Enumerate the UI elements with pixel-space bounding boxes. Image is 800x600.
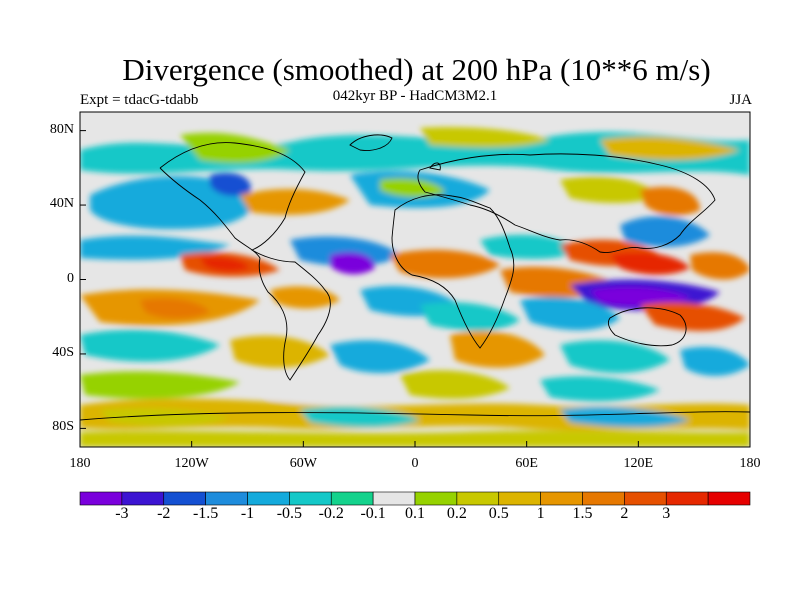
colorbar-label: 2 bbox=[620, 505, 629, 522]
coastlines bbox=[80, 134, 750, 421]
colorbar-swatch bbox=[121, 491, 165, 506]
field-blobs bbox=[80, 127, 750, 447]
lon-label: 60E bbox=[515, 456, 538, 471]
experiment-label: Expt = tdacG-tdabb bbox=[80, 92, 199, 108]
field-layer bbox=[80, 127, 750, 447]
colorbar-swatch bbox=[540, 491, 583, 506]
colorbar-swatch bbox=[414, 491, 458, 506]
colorbar-label: -1 bbox=[240, 505, 255, 522]
colorbar-swatch bbox=[205, 491, 248, 506]
chart-subtitle: 042kyr BP - HadCM3M2.1 bbox=[332, 88, 498, 104]
colorbar-swatch bbox=[498, 491, 541, 506]
lon-label: 120W bbox=[174, 456, 209, 471]
colorbar-label: 0.1 bbox=[405, 505, 425, 522]
colorbar-swatch bbox=[289, 491, 332, 506]
axis-ticks bbox=[79, 130, 751, 447]
colorbar-label: 3 bbox=[662, 505, 671, 522]
lat-label: 80N bbox=[49, 121, 74, 137]
colorbar-label: -0.1 bbox=[360, 505, 386, 522]
lat-label: 80S bbox=[52, 419, 74, 435]
colorbar-label: -1.5 bbox=[192, 505, 219, 522]
lon-label: 180 bbox=[739, 456, 761, 471]
colorbar-swatch bbox=[624, 491, 667, 506]
colorbar-label: -0.5 bbox=[276, 505, 303, 522]
lon-label: 180 bbox=[69, 456, 91, 471]
colorbar-label: 1.5 bbox=[572, 505, 593, 522]
colorbar-label: 1 bbox=[536, 505, 545, 522]
lon-label: 0 bbox=[411, 456, 419, 471]
colorbar-swatch bbox=[665, 491, 709, 506]
colorbar-label: -0.2 bbox=[318, 505, 344, 522]
lon-label: 120E bbox=[623, 456, 654, 471]
colorbar-label: -2 bbox=[157, 505, 171, 522]
colorbar-swatch bbox=[79, 491, 123, 506]
lat-label: 40N bbox=[49, 196, 74, 212]
lat-label: 0 bbox=[67, 270, 74, 286]
colorbar-swatch bbox=[247, 491, 290, 506]
colorbar-swatch bbox=[582, 491, 625, 506]
lon-label: 60W bbox=[289, 456, 317, 471]
colorbar-swatch bbox=[707, 491, 751, 506]
colorbar-swatch bbox=[330, 491, 374, 506]
colorbar-swatch bbox=[372, 491, 416, 506]
colorbar-label: 0.2 bbox=[446, 505, 467, 522]
colorbar-swatch bbox=[456, 491, 500, 506]
season-label: JJA bbox=[729, 92, 752, 108]
colorbar-label: 0.5 bbox=[488, 505, 509, 522]
colorbar-label: -3 bbox=[115, 505, 129, 522]
lat-label: 40S bbox=[52, 344, 74, 360]
chart-title: Divergence (smoothed) at 200 hPa (10**6 … bbox=[122, 52, 711, 87]
colorbar-swatch bbox=[163, 491, 206, 506]
